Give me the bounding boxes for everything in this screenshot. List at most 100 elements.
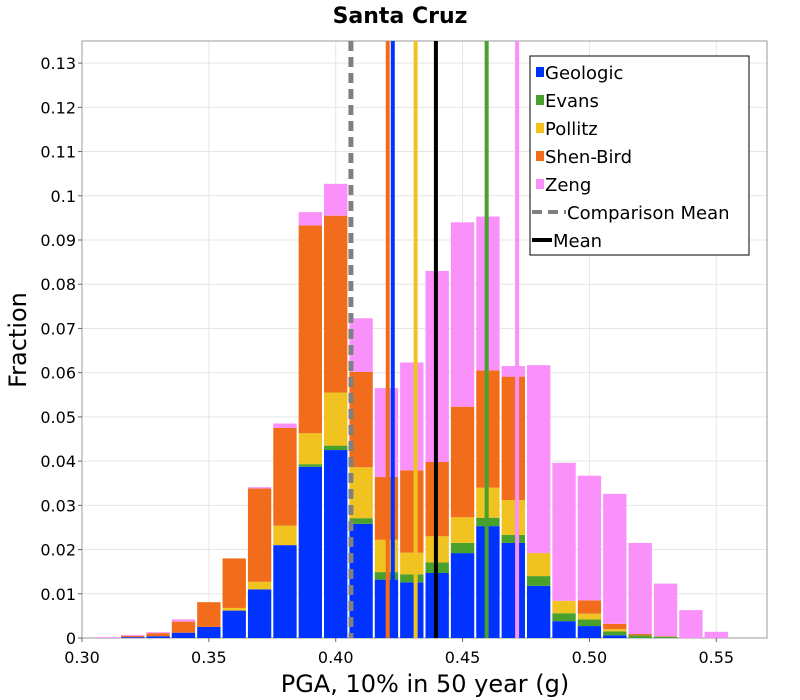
bar-geologic-16 (501, 542, 525, 638)
bar-zeng-14 (450, 222, 475, 407)
y-tick-label-2: 0.02 (40, 541, 76, 560)
bars (95, 183, 728, 638)
bar-pollitz-20 (603, 629, 627, 632)
bar-zeng-12 (400, 362, 424, 471)
bar-zeng-2 (146, 632, 170, 634)
y-tick-label-7: 0.07 (40, 319, 76, 338)
bar-shen-bird-4 (197, 602, 221, 627)
bar-zeng-0 (95, 637, 120, 638)
bar-evans-19 (577, 619, 602, 627)
bar-geologic-6 (247, 589, 272, 638)
legend-swatch-zeng (536, 179, 544, 189)
bar-shen-bird-20 (603, 623, 627, 630)
y-tick-label-3: 0.03 (40, 496, 76, 515)
y-tick-label-9: 0.09 (40, 231, 76, 250)
bar-zeng-1 (121, 634, 145, 636)
bar-evans-16 (501, 534, 525, 543)
bar-shen-bird-14 (450, 406, 475, 518)
legend-label-pollitz: Pollitz (545, 119, 598, 140)
legend-label-mean: Mean (553, 231, 602, 252)
bar-pollitz-14 (450, 517, 475, 543)
bar-pollitz-10 (349, 467, 373, 519)
bar-geologic-5 (222, 610, 246, 638)
legend-swatch-geologic (536, 67, 544, 77)
bar-geologic-8 (298, 466, 323, 638)
bar-zeng-9 (324, 183, 348, 216)
y-tick-label-1: 0.01 (40, 585, 76, 604)
bar-pollitz-5 (222, 607, 246, 611)
bar-geologic-4 (197, 626, 221, 638)
y-tick-label-4: 0.04 (40, 452, 76, 471)
bar-zeng-10 (349, 318, 373, 372)
bar-geologic-10 (349, 523, 373, 638)
x-tick-label-1: 0.35 (191, 648, 227, 667)
legend-swatch-evans (536, 95, 544, 105)
bar-geologic-9 (324, 450, 348, 638)
bar-pollitz-7 (273, 525, 297, 546)
bar-shen-bird-21 (628, 634, 652, 636)
bar-evans-9 (324, 445, 348, 451)
y-tick-label-0: 0 (66, 629, 76, 648)
bar-shen-bird-6 (247, 488, 272, 582)
bar-zeng-17 (526, 365, 551, 554)
bar-zeng-24 (704, 631, 728, 638)
mean-lines (348, 41, 520, 638)
bar-shen-bird-7 (273, 427, 297, 526)
bar-zeng-18 (552, 462, 576, 601)
bar-geologic-19 (577, 626, 602, 638)
bar-zeng-20 (603, 493, 627, 624)
bar-shen-bird-12 (400, 470, 424, 553)
bar-geologic-12 (400, 582, 424, 638)
x-tick-label-5: 0.55 (698, 648, 734, 667)
bar-pollitz-17 (526, 553, 551, 577)
legend-label-evans: Evans (545, 91, 599, 112)
y-axis-label: Fraction (4, 292, 32, 388)
bar-geologic-14 (450, 553, 475, 638)
bar-zeng-6 (247, 487, 272, 489)
legend-label-geologic: Geologic (545, 63, 623, 84)
x-tick-label-3: 0.45 (445, 648, 481, 667)
bar-pollitz-6 (247, 581, 272, 590)
bar-pollitz-12 (400, 552, 424, 575)
y-tick-label-8: 0.08 (40, 275, 76, 294)
legend-swatch-pollitz (536, 123, 544, 133)
bar-evans-17 (526, 576, 551, 586)
bar-evans-8 (298, 464, 323, 467)
bar-zeng-22 (653, 583, 678, 637)
bar-pollitz-19 (577, 613, 602, 620)
bar-shen-bird-5 (222, 558, 246, 608)
legend-label-comparison-mean: Comparison Mean (567, 203, 730, 224)
bar-evans-10 (349, 518, 373, 524)
bar-shen-bird-10 (349, 371, 373, 468)
bar-zeng-19 (577, 475, 602, 601)
bar-zeng-23 (679, 610, 703, 638)
bar-pollitz-9 (324, 392, 348, 446)
y-tick-label-6: 0.06 (40, 364, 76, 383)
bar-geologic-2 (146, 636, 170, 638)
bar-geologic-20 (603, 635, 627, 638)
y-tick-label-10: 0.1 (51, 187, 76, 206)
bar-zeng-21 (628, 542, 652, 635)
chart-title: Santa Cruz (333, 4, 468, 29)
legend-box (529, 55, 750, 256)
x-tick-label-4: 0.50 (572, 648, 608, 667)
bar-evans-21 (628, 635, 652, 638)
bar-geologic-1 (121, 637, 145, 638)
y-tick-label-12: 0.12 (40, 98, 76, 117)
bar-shen-bird-16 (501, 376, 525, 501)
bar-pollitz-16 (501, 500, 525, 535)
x-axis-label: PGA, 10% in 50 year (g) (281, 670, 570, 698)
legend-label-shen-bird: Shen-Bird (545, 147, 632, 168)
x-tick-label-2: 0.40 (318, 648, 354, 667)
bar-pollitz-8 (298, 433, 323, 465)
bar-shen-bird-1 (121, 635, 145, 638)
legend: Geologic Evans Pollitz Shen-Bird Zeng Compari… (529, 55, 750, 256)
bar-geologic-7 (273, 545, 297, 638)
bar-zeng-3 (171, 619, 196, 622)
bar-shen-bird-9 (324, 215, 348, 393)
bar-zeng-7 (273, 423, 297, 428)
plot-area (81, 40, 768, 639)
bar-shen-bird-3 (171, 621, 196, 633)
bar-evans-18 (552, 613, 576, 622)
